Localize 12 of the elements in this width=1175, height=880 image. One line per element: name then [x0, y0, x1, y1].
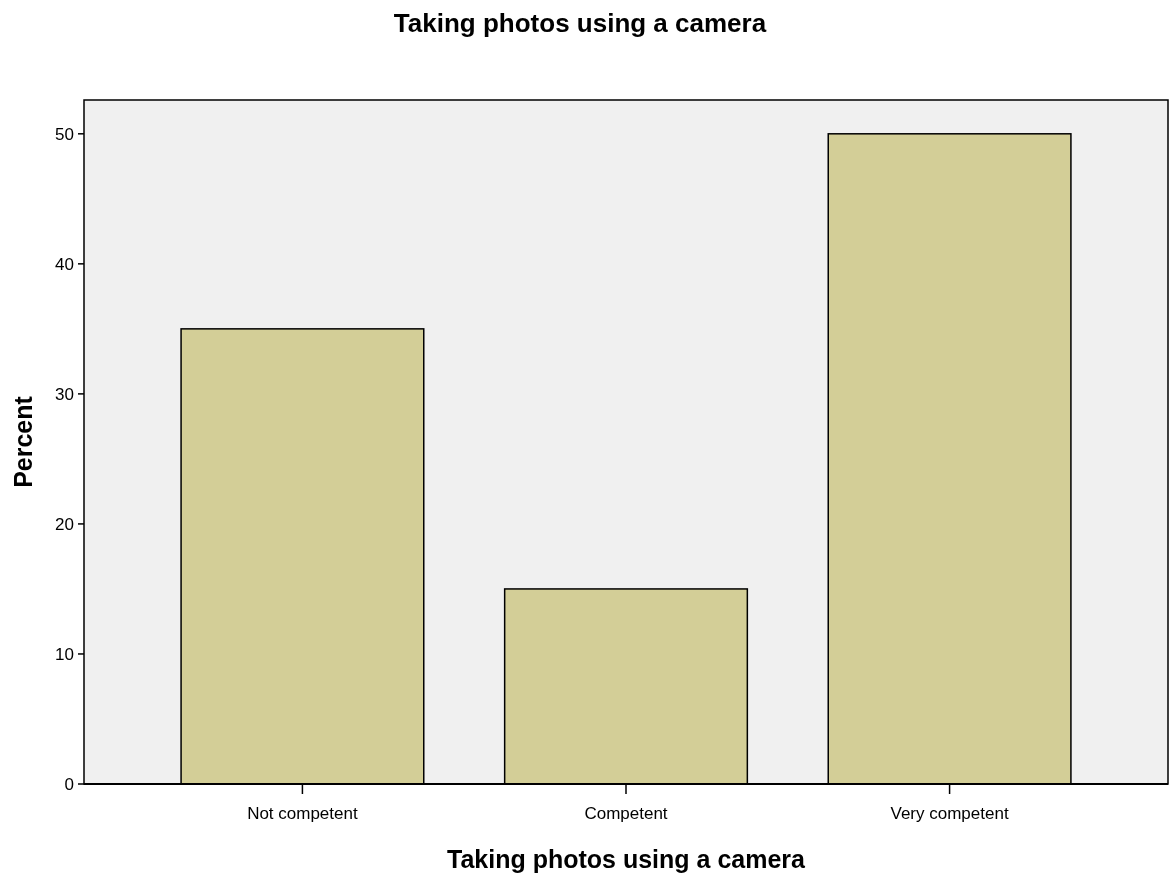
- y-tick-label: 0: [64, 774, 74, 794]
- chart-title: Taking photos using a camera: [393, 8, 767, 38]
- y-tick-label: 10: [55, 644, 74, 664]
- x-tick-label: Competent: [584, 804, 668, 823]
- y-axis-title: Percent: [9, 395, 37, 488]
- y-tick-label: 40: [55, 254, 74, 274]
- y-tick-label: 30: [55, 384, 74, 404]
- y-tick-label: 50: [55, 124, 74, 144]
- x-tick-label: Very competent: [890, 804, 1009, 823]
- x-axis-title: Taking photos using a camera: [447, 845, 807, 873]
- y-tick-label: 20: [55, 514, 74, 534]
- x-tick-label: Not competent: [247, 804, 358, 823]
